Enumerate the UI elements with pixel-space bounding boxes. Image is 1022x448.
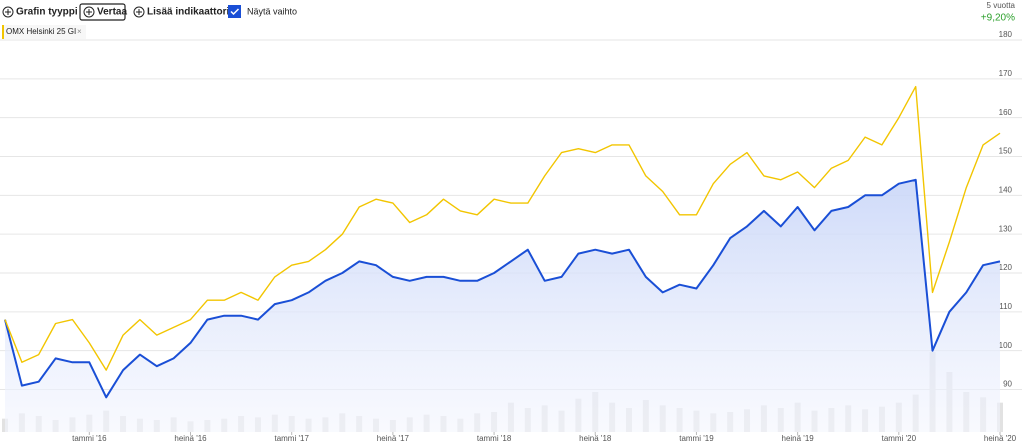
y-tick-label: 120 xyxy=(999,263,1013,272)
show-volume-checkbox[interactable]: Näytä vaihto xyxy=(228,5,297,18)
legend-remove[interactable]: × xyxy=(77,27,82,36)
x-tick-label: heinä '18 xyxy=(579,434,612,443)
chart-type-button[interactable]: Grafin tyyppi xyxy=(2,6,78,18)
add-indicator-button[interactable]: Lisää indikaattori xyxy=(133,6,229,18)
y-tick-label: 150 xyxy=(999,147,1013,156)
y-tick-label: 180 xyxy=(999,30,1013,39)
x-tick-label: tammi '17 xyxy=(274,434,309,443)
y-tick-label: 110 xyxy=(999,302,1012,311)
chart-type-label: Grafin tyyppi xyxy=(16,7,78,18)
x-tick-label: heinä '16 xyxy=(174,434,207,443)
x-tick-label: tammi '18 xyxy=(477,434,512,443)
y-tick-label: 140 xyxy=(999,185,1013,194)
series-area xyxy=(5,179,1000,432)
x-tick-label: heinä '20 xyxy=(984,434,1017,443)
y-tick-label: 160 xyxy=(999,108,1013,117)
x-tick-label: heinä '19 xyxy=(782,434,815,443)
legend-label: OMX Helsinki 25 GI xyxy=(6,27,76,36)
y-tick-label: 130 xyxy=(999,224,1013,233)
y-tick-label: 100 xyxy=(999,341,1013,350)
y-tick-label: 90 xyxy=(1003,380,1012,389)
plot: 90 100 110 120 130 140 150 160 170 180 tammi '16 he… xyxy=(0,30,1022,443)
x-tick-label: tammi '19 xyxy=(679,434,714,443)
legend-tag[interactable]: OMX Helsinki 25 GI × xyxy=(2,25,86,39)
x-tick-label: tammi '20 xyxy=(882,434,917,443)
show-volume-label: Näytä vaihto xyxy=(247,6,297,16)
add-indicator-label: Lisää indikaattori xyxy=(147,7,229,18)
series-line xyxy=(4,85,1001,371)
change-label: +9,20% xyxy=(981,13,1015,24)
period-label: 5 vuotta xyxy=(987,1,1016,10)
series-line xyxy=(4,178,1001,399)
y-tick-label: 170 xyxy=(999,69,1013,78)
compare-label: Vertaa xyxy=(97,7,127,18)
x-tick-label: heinä '17 xyxy=(377,434,410,443)
x-tick-label: tammi '16 xyxy=(72,434,107,443)
compare-button[interactable]: Vertaa xyxy=(79,3,127,21)
